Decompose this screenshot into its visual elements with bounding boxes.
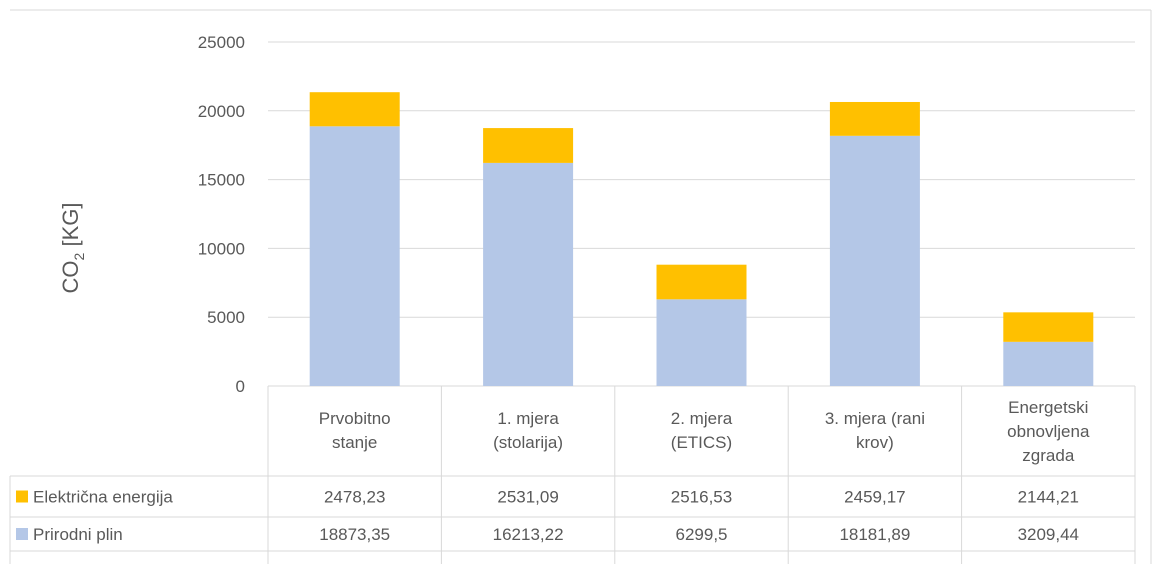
category-label: 1. mjera: [497, 409, 559, 428]
data-label: 2459,17: [844, 488, 905, 507]
category-label: 2. mjera: [671, 409, 733, 428]
data-label: 2516,53: [671, 488, 732, 507]
bars: [309, 92, 1094, 386]
data-label: 3209,44: [1018, 525, 1079, 544]
category-label: krov): [856, 433, 894, 452]
data-table: Prvobitno stanje 1. mjera (stolarija) 2. mje…: [9, 9, 1152, 564]
bar-segment: [1003, 341, 1094, 386]
data-label: 6299,5: [676, 525, 728, 544]
legend-label: Prirodni plin: [33, 525, 123, 544]
legend-label: Električna energija: [33, 488, 173, 507]
bar-segment: [829, 135, 920, 386]
y-tick-label: 10000: [198, 239, 245, 258]
data-label: 2478,23: [324, 488, 385, 507]
category-label: Energetski: [1008, 398, 1088, 417]
y-tick-label: 5000: [207, 308, 245, 327]
y-tick-label: 0: [236, 377, 245, 396]
data-label: 2144,21: [1018, 488, 1079, 507]
bar-segment: [656, 299, 747, 386]
data-label: 18873,35: [319, 525, 390, 544]
y-axis-label: CO2 [KG]: [58, 203, 87, 294]
bar-segment: [829, 101, 920, 136]
data-label: 2531,09: [497, 488, 558, 507]
y-axis-ticks: 0 5000 10000 15000 20000 25000: [198, 33, 245, 396]
data-label: 18181,89: [839, 525, 910, 544]
bar-segment: [656, 264, 747, 300]
bar-segment: [309, 126, 400, 386]
category-label: obnovljena: [1007, 422, 1090, 441]
category-label: 3. mjera (rani: [825, 409, 925, 428]
bar-segment: [1003, 312, 1094, 342]
category-label: stanje: [332, 433, 377, 452]
data-label: 16213,22: [493, 525, 564, 544]
category-label: Prvobitno: [319, 409, 391, 428]
y-tick-label: 25000: [198, 33, 245, 52]
bar-segment: [483, 162, 574, 386]
category-label: (ETICS): [671, 433, 732, 452]
y-tick-label: 20000: [198, 102, 245, 121]
legend-swatch: [16, 528, 28, 540]
y-tick-label: 15000: [198, 171, 245, 190]
legend-swatch: [16, 490, 28, 503]
bar-segment: [483, 128, 574, 163]
gridlines: [268, 41, 1135, 387]
bar-segment: [309, 92, 400, 127]
category-label: zgrada: [1022, 446, 1075, 465]
category-label: (stolarija): [493, 433, 563, 452]
